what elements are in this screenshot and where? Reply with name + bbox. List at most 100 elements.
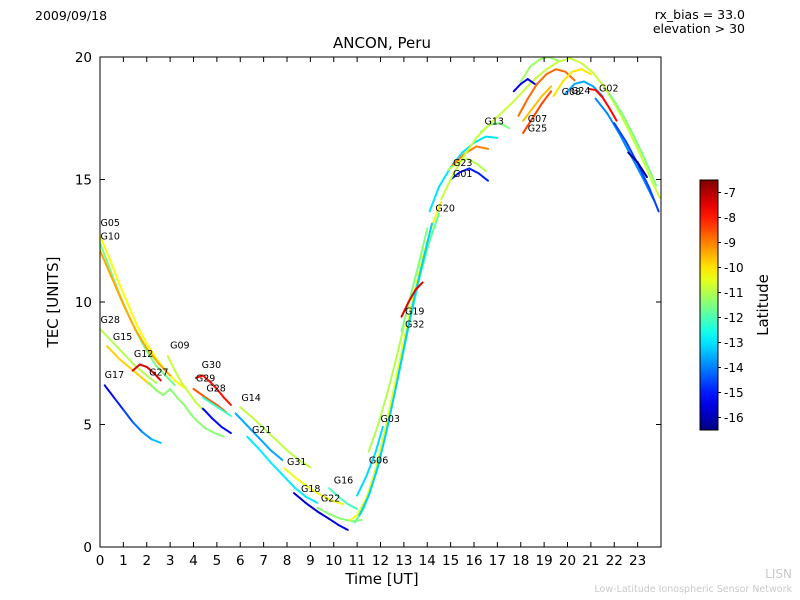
series-line-G05 (100, 234, 111, 259)
series-line-track34 (510, 90, 525, 105)
series-line-track43 (613, 122, 627, 143)
series-line-G27 (148, 381, 158, 392)
series-line-G27 (213, 432, 225, 438)
series-line-G03 (377, 391, 389, 426)
series-line-G06 (356, 474, 368, 497)
series-line-G02 (594, 89, 604, 99)
series-line-track12 (201, 407, 214, 420)
series-line-G18 (328, 517, 340, 526)
series-line-G18 (304, 501, 319, 513)
x-tick-label: 12 (372, 553, 389, 569)
x-tick-label: 22 (606, 553, 623, 569)
series-line-G14 (274, 438, 288, 452)
series-line-track24 (414, 252, 426, 294)
series-line-track35 (536, 73, 548, 85)
series-line-G29 (206, 397, 218, 406)
series-line-G23 (465, 157, 478, 165)
series-line-track37 (529, 58, 541, 68)
series-label-G22: G22 (321, 494, 340, 505)
x-tick-label: 1 (119, 553, 128, 569)
series-line-G01 (468, 167, 480, 175)
series-line-track24 (386, 381, 398, 428)
series-line-G28 (100, 327, 113, 343)
series-line-G05 (127, 303, 139, 328)
y-tick-label: 15 (75, 173, 92, 189)
series-line-track22 (402, 296, 415, 343)
series-line-G28 (211, 402, 223, 411)
series-line-G20 (473, 135, 487, 144)
series-line-G21 (257, 448, 272, 464)
series-line-G30 (222, 396, 232, 406)
series-line-track34 (638, 152, 653, 182)
series-line-track15 (234, 412, 249, 427)
series-line-track37 (547, 57, 560, 62)
series-line-track41 (629, 154, 644, 179)
series-labels-layer: G05G10G28G15G12G17G09G27G30G29G28G14G21G… (100, 83, 618, 504)
plot-title: ANCON, Peru (333, 34, 431, 52)
colorbar-tick-label: -10 (724, 261, 744, 275)
series-line-G19 (400, 301, 410, 318)
series-line-G09 (194, 401, 204, 411)
series-line-track36 (519, 78, 529, 85)
series-label-G21: G21 (252, 425, 271, 436)
series-line-track24 (367, 465, 380, 497)
series-line-G01 (477, 172, 490, 182)
series-line-G02 (608, 107, 618, 122)
y-tick-label: 10 (75, 295, 92, 311)
series-line-track43 (648, 187, 660, 213)
series-line-track42 (608, 92, 623, 114)
colorbar-label: Latitude (754, 274, 772, 336)
series-line-G21 (304, 495, 319, 504)
series-line-track42 (643, 157, 658, 187)
series-line-track34 (451, 154, 466, 176)
series-line-track41 (594, 97, 609, 115)
series-line-track2 (145, 347, 160, 365)
series-line-track2 (110, 276, 125, 306)
series-label-G05: G05 (100, 218, 119, 229)
series-line-G13 (498, 122, 511, 130)
colorbar-tick-label: -14 (724, 361, 744, 375)
series-line-track44 (627, 151, 639, 164)
series-label-G02: G02 (599, 83, 618, 94)
series-label-G24: G24 (571, 86, 590, 97)
series-line-G28 (110, 340, 125, 355)
series-line-G17 (150, 438, 162, 444)
series-line-track34 (498, 102, 513, 116)
colorbar-tick-label: -7 (724, 186, 736, 200)
series-layer (100, 57, 661, 531)
series-line-track34 (592, 71, 606, 89)
series-line-G12 (145, 365, 155, 375)
series-line-G28 (201, 396, 214, 405)
series-line-G13 (489, 122, 501, 126)
series-line-track34 (533, 68, 548, 81)
series-line-G18 (293, 492, 307, 504)
series-line-track34 (475, 124, 490, 139)
series-label-G28: G28 (206, 383, 225, 394)
x-tick-label: 17 (489, 553, 506, 569)
series-line-G25 (540, 90, 553, 105)
series-line-G08 (561, 70, 574, 83)
series-line-G07 (540, 85, 553, 98)
series-line-track12 (211, 417, 223, 428)
series-line-G31 (330, 499, 345, 506)
axes-layer: 0 1 2 3 4 5 6 7 8 9 10 11 12 13 14 15 16 17 18 19 20 21 22 2305… (75, 50, 744, 569)
colorbar-tick-label: -9 (724, 236, 736, 250)
series-line-G28 (122, 352, 137, 367)
series-line-G29 (192, 387, 202, 395)
series-label-G17: G17 (105, 370, 124, 381)
x-tick-label: 18 (512, 553, 529, 569)
series-label-G15: G15 (113, 332, 132, 343)
series-line-G19 (414, 281, 424, 291)
series-line-G22 (328, 512, 342, 520)
series-line-G17 (113, 396, 125, 411)
series-line-G30 (208, 380, 218, 390)
y-tick-label: 0 (83, 540, 92, 556)
series-line-G27 (190, 413, 200, 424)
series-label-G01: G01 (453, 169, 472, 180)
series-line-track22 (374, 428, 387, 470)
series-line-G03 (386, 354, 398, 394)
x-tick-label: 5 (213, 553, 222, 569)
series-line-G32 (409, 256, 422, 296)
series-line-G06 (374, 425, 384, 453)
